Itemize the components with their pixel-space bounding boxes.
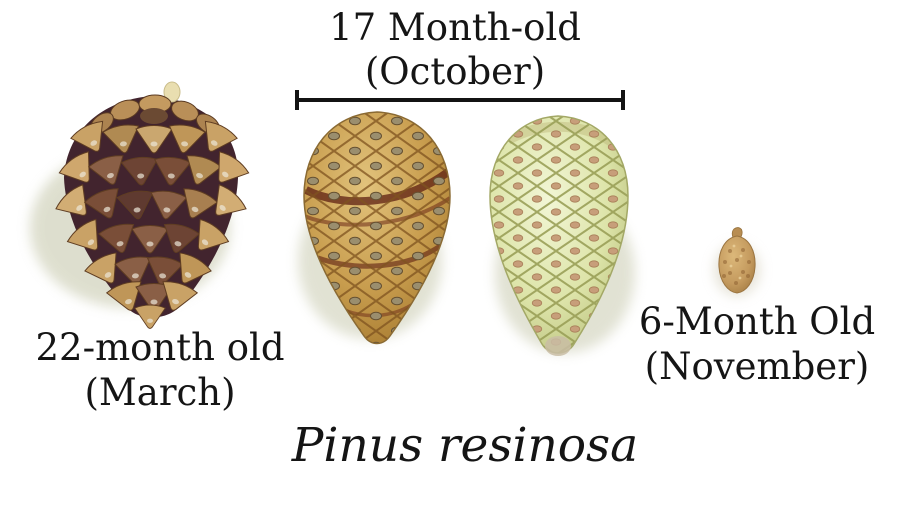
mature-cone-label-month: (March) [84, 371, 236, 414]
mature-cone-label-age: 22-month old [35, 326, 285, 369]
seedling-cone-label-age: 6-Month Old [638, 300, 876, 343]
group-label-month: (October) [364, 50, 546, 93]
bracket-span [295, 90, 625, 110]
seedling-cone-label-month: (November) [644, 345, 870, 388]
seedling-cone-label: 6-Month Old (November) [627, 299, 887, 389]
group-label-age: 17 Month-old [329, 6, 581, 49]
bracket-bar [297, 98, 623, 102]
species-title: Pinus resinosa [291, 418, 639, 473]
seedling-cone [714, 227, 760, 296]
group-label: 17 Month-old (October) [255, 6, 655, 94]
closed-brown-cone [298, 111, 451, 345]
mature-cone-label: 22-month old (March) [15, 325, 305, 415]
mature-open-cone [30, 81, 252, 329]
green-cone [489, 115, 635, 356]
